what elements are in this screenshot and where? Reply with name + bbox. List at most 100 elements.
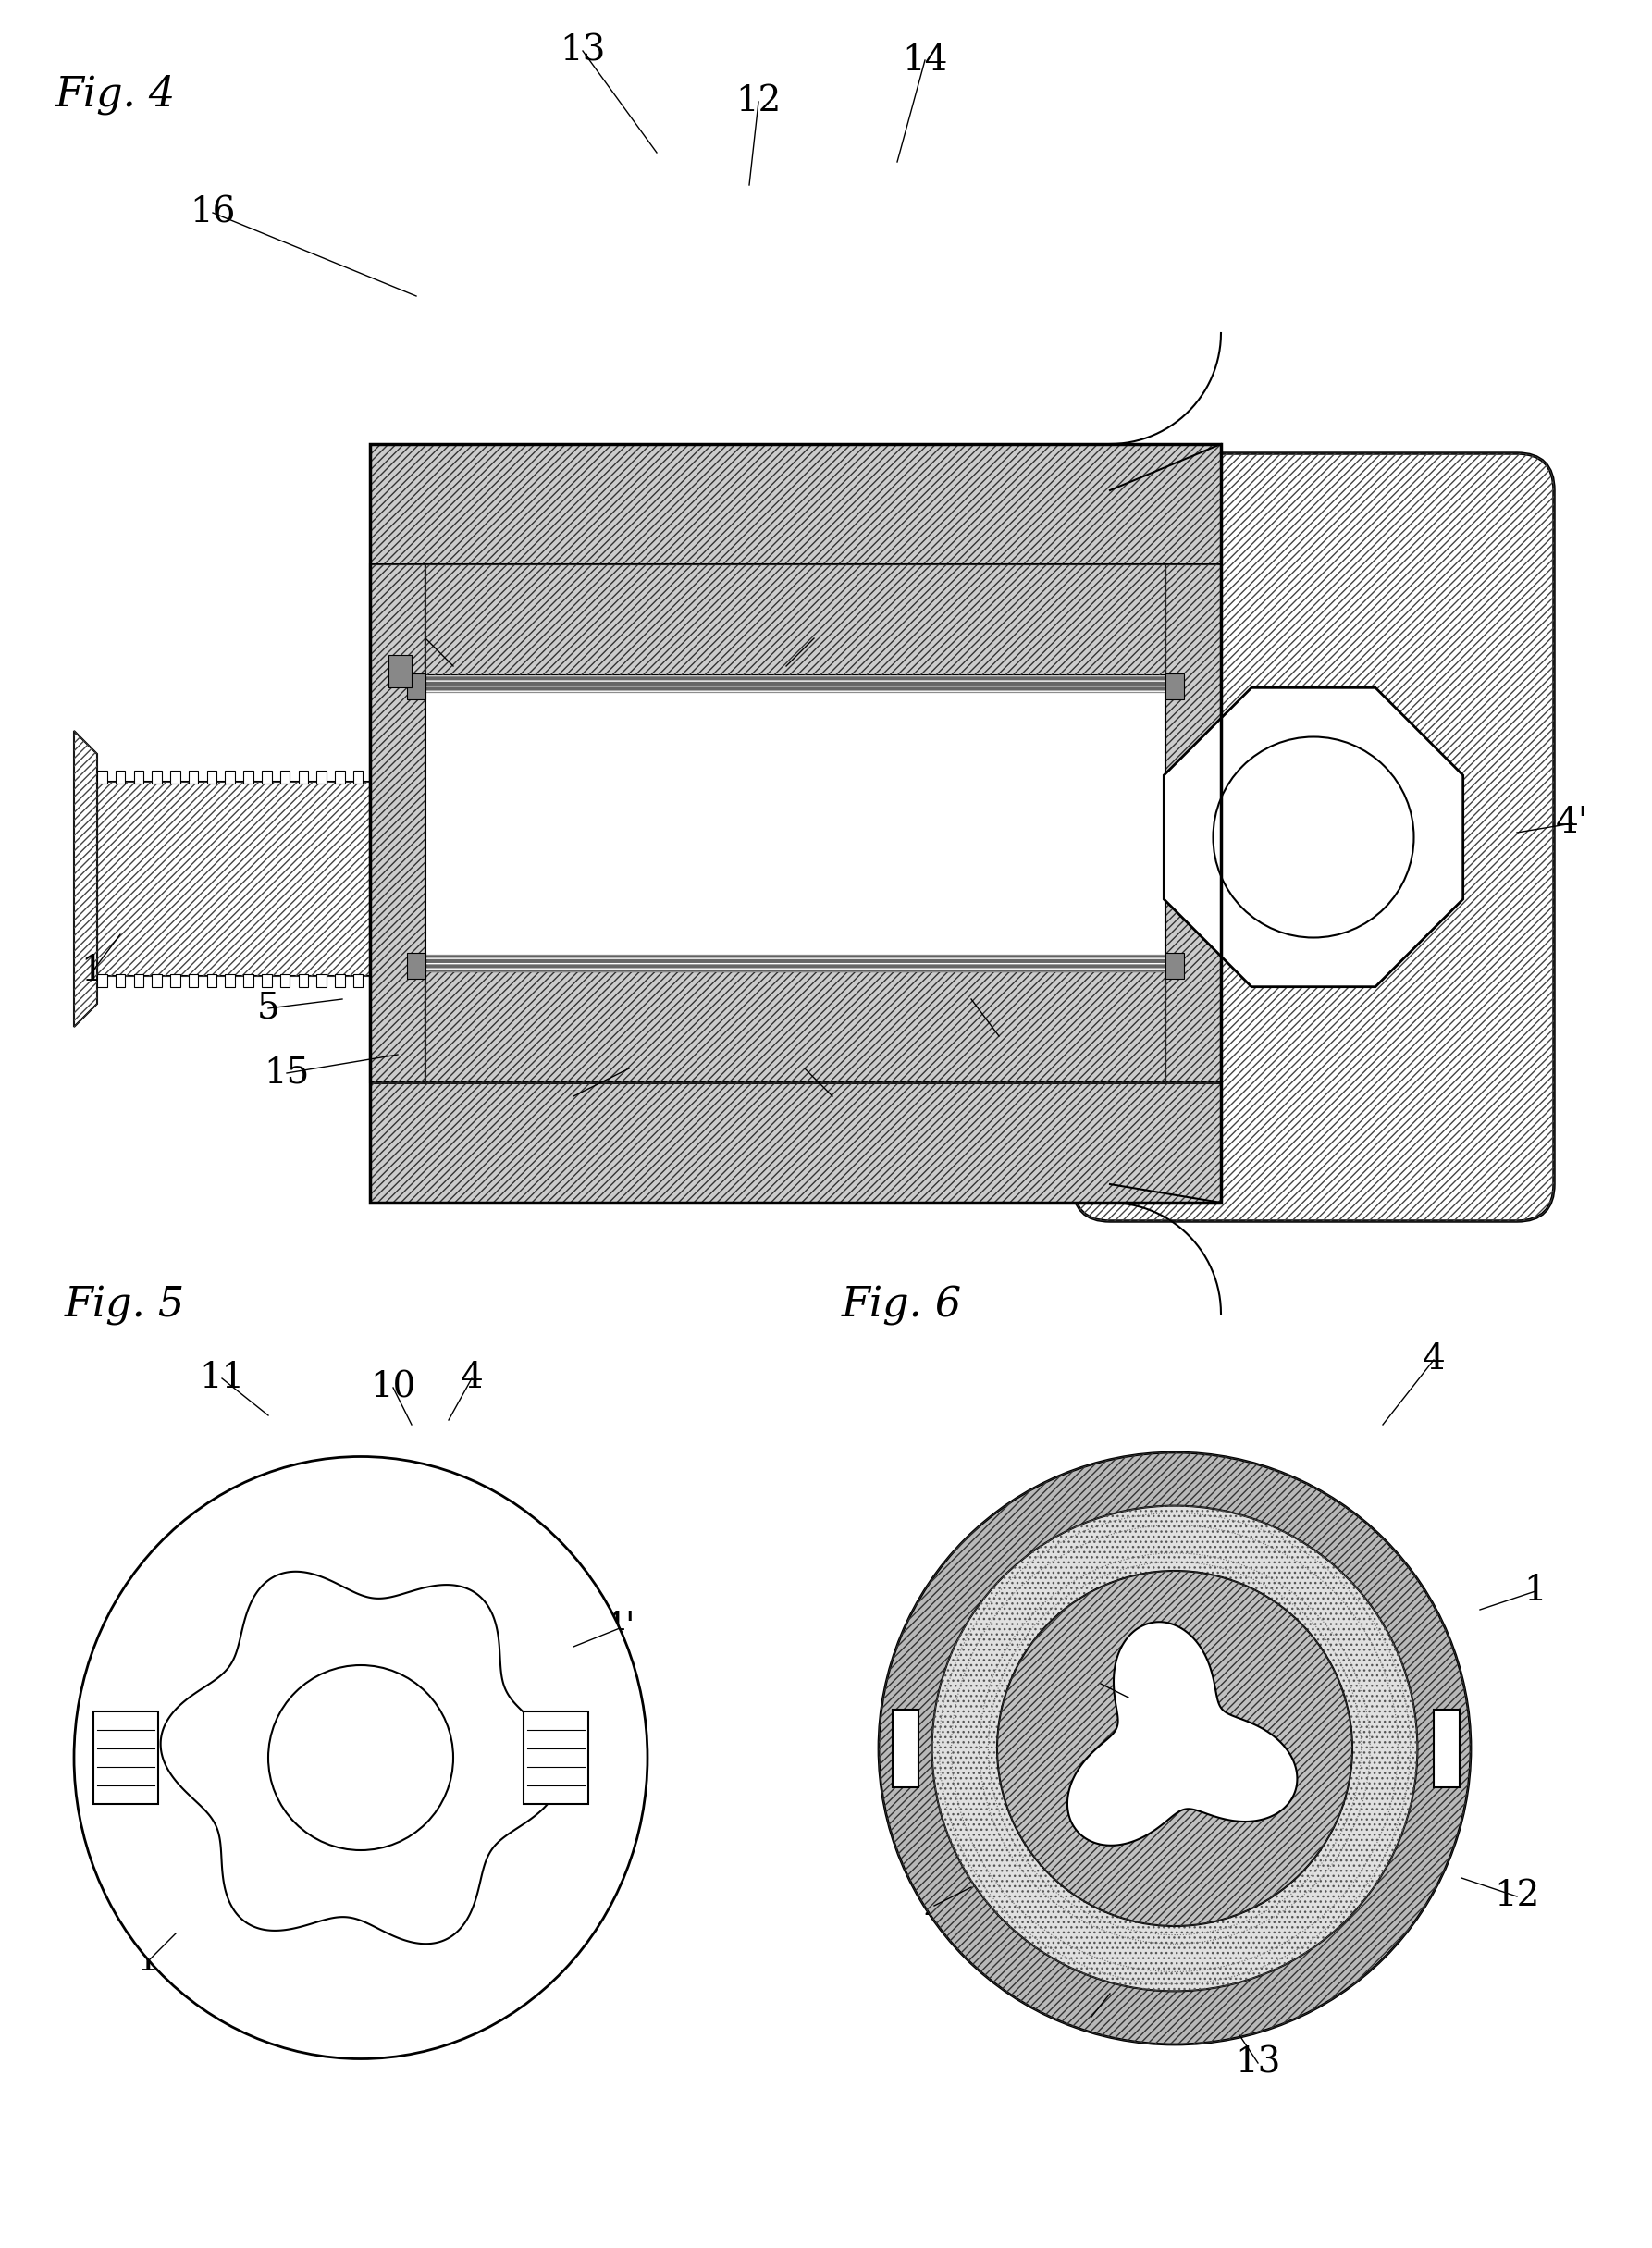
Bar [134, 771, 144, 785]
Bar [426, 973, 436, 987]
Bar [372, 973, 382, 987]
Text: 16: 16 [190, 196, 236, 229]
Bar [481, 973, 491, 987]
Bar [225, 973, 235, 987]
Bar [1165, 564, 1221, 1081]
Bar [261, 771, 271, 785]
Bar [335, 771, 345, 785]
Text: 9: 9 [988, 1018, 1011, 1054]
Polygon shape [1165, 688, 1464, 987]
Bar [463, 973, 472, 987]
Text: 4: 4 [821, 1079, 844, 1113]
Bar [243, 973, 253, 987]
Bar [97, 771, 107, 785]
Bar [281, 973, 289, 987]
Text: 14: 14 [1069, 2001, 1115, 2034]
Text: 1: 1 [137, 1945, 159, 1978]
Bar [335, 973, 345, 987]
Bar [1165, 953, 1184, 978]
Text: 11: 11 [200, 1362, 244, 1396]
Text: Fig. 4: Fig. 4 [56, 74, 177, 115]
Bar [317, 973, 327, 987]
Text: 4: 4 [461, 1362, 484, 1396]
Text: Fig. 6: Fig. 6 [843, 1286, 961, 1326]
Bar [370, 1081, 1221, 1203]
Text: 12: 12 [1493, 1879, 1540, 1913]
Bar [444, 973, 454, 987]
Bar [444, 771, 454, 785]
Bar [97, 782, 499, 976]
Text: 13: 13 [1236, 2046, 1280, 2079]
Bar [370, 564, 426, 1081]
Bar [225, 771, 235, 785]
Bar [354, 771, 363, 785]
Bar [354, 973, 363, 987]
Bar [370, 445, 1221, 564]
Text: 12: 12 [735, 85, 781, 119]
Bar [370, 445, 1221, 564]
Text: 10: 10 [370, 1371, 416, 1405]
Bar [892, 1708, 919, 1787]
Bar [406, 674, 426, 699]
Bar [261, 973, 271, 987]
Bar [388, 654, 411, 688]
Text: 14: 14 [902, 43, 948, 76]
Text: 8: 8 [803, 620, 826, 656]
Bar [426, 564, 1165, 1081]
FancyBboxPatch shape [1072, 454, 1555, 1221]
Bar [299, 771, 307, 785]
Polygon shape [1067, 1621, 1297, 1846]
Bar [206, 973, 216, 987]
Bar [206, 771, 216, 785]
Bar [299, 973, 307, 987]
Bar [426, 674, 1165, 692]
Bar [1165, 674, 1184, 699]
Bar [463, 771, 472, 785]
Text: 1: 1 [81, 953, 104, 989]
Text: 15: 15 [264, 1057, 309, 1090]
Bar [370, 564, 426, 1081]
Circle shape [932, 1506, 1417, 1992]
Bar [390, 771, 400, 785]
Bar [97, 782, 499, 976]
Bar [408, 973, 418, 987]
Text: 5: 5 [256, 991, 279, 1025]
Bar [426, 971, 1165, 1081]
Text: 13: 13 [560, 34, 606, 67]
Bar [93, 1711, 159, 1803]
Bar [481, 771, 491, 785]
Text: 4': 4' [603, 1612, 636, 1646]
Bar [134, 973, 144, 987]
Bar [1434, 1708, 1460, 1787]
Ellipse shape [74, 1457, 648, 2059]
Bar [370, 1081, 1221, 1203]
Circle shape [879, 1452, 1470, 2043]
Bar [408, 771, 418, 785]
Bar [372, 771, 382, 785]
Text: 4': 4' [1556, 807, 1589, 841]
Text: 2: 2 [562, 1079, 585, 1113]
Text: 3: 3 [415, 620, 436, 656]
Text: 2: 2 [923, 1888, 945, 1922]
Polygon shape [160, 1571, 560, 1945]
Bar [406, 953, 426, 978]
Bar [170, 973, 180, 987]
Bar [524, 1711, 588, 1803]
Bar [426, 771, 436, 785]
Bar [152, 771, 162, 785]
Bar [390, 973, 400, 987]
Bar [426, 674, 1165, 692]
Text: 4: 4 [1422, 1342, 1446, 1378]
Bar [426, 955, 1165, 971]
Bar [281, 771, 289, 785]
Text: 1: 1 [1525, 1574, 1546, 1607]
Bar [426, 564, 1165, 674]
Text: Fig. 5: Fig. 5 [64, 1286, 185, 1326]
Bar [188, 973, 198, 987]
Bar [370, 445, 1221, 1203]
Bar [243, 771, 253, 785]
Bar [317, 771, 327, 785]
Bar [1165, 564, 1221, 1081]
Circle shape [268, 1666, 453, 1850]
Text: 18: 18 [1077, 1666, 1123, 1702]
